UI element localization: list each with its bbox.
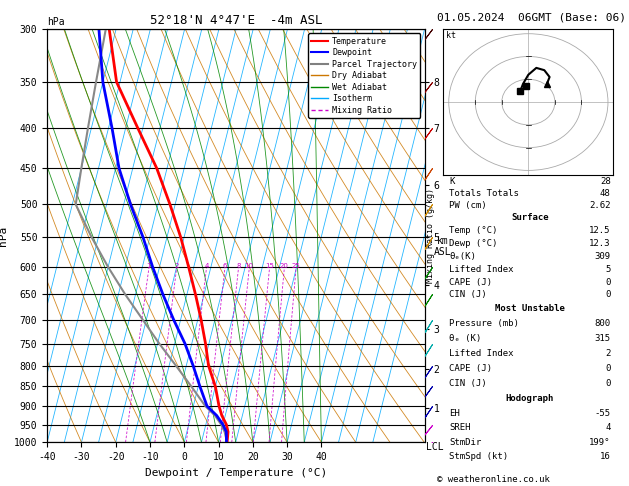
Text: Lifted Index: Lifted Index (449, 349, 514, 358)
Text: 25: 25 (292, 263, 301, 269)
Text: StmSpd (kt): StmSpd (kt) (449, 452, 508, 461)
Text: Temp (°C): Temp (°C) (449, 226, 498, 235)
Text: CAPE (J): CAPE (J) (449, 364, 493, 373)
Text: Totals Totals: Totals Totals (449, 189, 519, 198)
Text: Lifted Index: Lifted Index (449, 265, 514, 274)
Text: 309: 309 (594, 252, 611, 261)
Text: 01.05.2024  06GMT (Base: 06): 01.05.2024 06GMT (Base: 06) (437, 12, 626, 22)
Text: -55: -55 (594, 409, 611, 417)
Text: StmDir: StmDir (449, 438, 482, 447)
Text: 2: 2 (174, 263, 179, 269)
Text: 28: 28 (600, 176, 611, 186)
Text: Hodograph: Hodograph (506, 394, 554, 403)
X-axis label: Dewpoint / Temperature (°C): Dewpoint / Temperature (°C) (145, 468, 327, 478)
Y-axis label: km
ASL: km ASL (433, 236, 451, 257)
Text: Dewp (°C): Dewp (°C) (449, 239, 498, 248)
Text: 0: 0 (605, 364, 611, 373)
Text: 12.3: 12.3 (589, 239, 611, 248)
Text: 4: 4 (204, 263, 209, 269)
Text: 4: 4 (605, 423, 611, 432)
Text: 1: 1 (147, 263, 151, 269)
Text: 48: 48 (600, 189, 611, 198)
Text: 5: 5 (605, 265, 611, 274)
Text: LCL: LCL (426, 442, 443, 452)
Text: Most Unstable: Most Unstable (495, 304, 565, 313)
Text: PW (cm): PW (cm) (449, 201, 487, 210)
Text: 12.5: 12.5 (589, 226, 611, 235)
Text: © weatheronline.co.uk: © weatheronline.co.uk (437, 474, 550, 484)
Text: Surface: Surface (511, 213, 548, 222)
Text: hPa: hPa (47, 17, 65, 27)
Text: Mixing Ratio (g/kg): Mixing Ratio (g/kg) (426, 188, 435, 283)
Text: 15: 15 (265, 263, 274, 269)
Text: EH: EH (449, 409, 460, 417)
Text: SREH: SREH (449, 423, 470, 432)
Text: CIN (J): CIN (J) (449, 291, 487, 299)
Text: 0: 0 (605, 379, 611, 388)
Y-axis label: hPa: hPa (0, 226, 8, 246)
Text: 199°: 199° (589, 438, 611, 447)
Text: 2.62: 2.62 (589, 201, 611, 210)
Text: 315: 315 (594, 334, 611, 343)
Text: 16: 16 (600, 452, 611, 461)
Text: Pressure (mb): Pressure (mb) (449, 319, 519, 329)
Text: kt: kt (446, 31, 456, 40)
Text: 20: 20 (280, 263, 289, 269)
Text: CAPE (J): CAPE (J) (449, 278, 493, 287)
Text: K: K (449, 176, 455, 186)
Text: 2: 2 (605, 349, 611, 358)
Text: 8: 8 (236, 263, 241, 269)
Text: CIN (J): CIN (J) (449, 379, 487, 388)
Text: 0: 0 (605, 291, 611, 299)
Text: 800: 800 (594, 319, 611, 329)
Legend: Temperature, Dewpoint, Parcel Trajectory, Dry Adiabat, Wet Adiabat, Isotherm, Mi: Temperature, Dewpoint, Parcel Trajectory… (308, 34, 420, 118)
Title: 52°18'N 4°47'E  -4m ASL: 52°18'N 4°47'E -4m ASL (150, 14, 322, 27)
Text: 6: 6 (223, 263, 227, 269)
Text: 0: 0 (605, 278, 611, 287)
Text: θₑ(K): θₑ(K) (449, 252, 476, 261)
Text: 10: 10 (245, 263, 253, 269)
Text: θₑ (K): θₑ (K) (449, 334, 482, 343)
